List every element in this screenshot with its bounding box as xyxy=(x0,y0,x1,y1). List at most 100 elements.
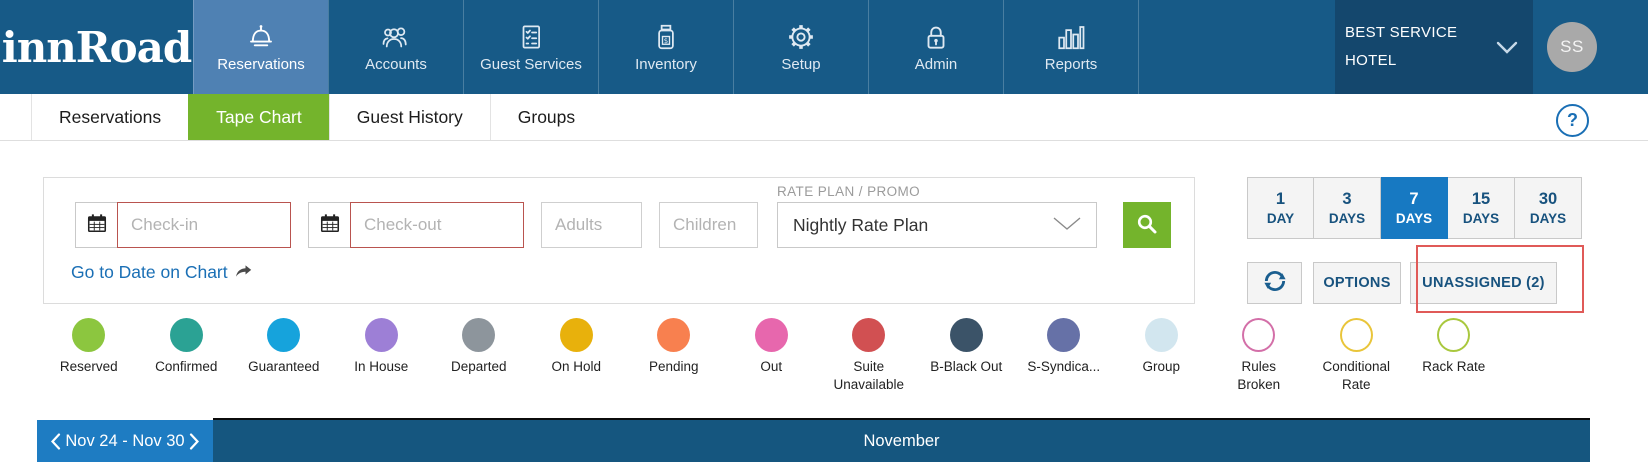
prev-week-icon[interactable] xyxy=(50,432,61,450)
chevron-down-icon xyxy=(1496,41,1518,54)
nav-tab-guest-services[interactable]: Guest Services xyxy=(463,0,598,94)
chevron-down-icon xyxy=(1053,215,1081,236)
black-out-dot xyxy=(949,318,983,352)
nav-tab-label: Setup xyxy=(781,55,821,73)
day-range-group: 1 DAY 3 DAYS 7 DAYS 15 DAYS 30 DAYS xyxy=(1247,177,1582,239)
calendar-icon xyxy=(86,212,108,239)
status-legend: Reserved Confirmed Guaranteed In House D… xyxy=(40,318,1503,393)
calendar-icon xyxy=(319,212,341,239)
nav-tab-label: Guest Services xyxy=(480,55,582,73)
nav-tab-admin[interactable]: Admin xyxy=(868,0,1003,94)
reserved-dot xyxy=(72,318,106,352)
nav-tab-setup[interactable]: Setup xyxy=(733,0,868,94)
legend-item: Pending xyxy=(625,318,723,393)
range-button-3-days[interactable]: 3 DAYS xyxy=(1314,177,1381,239)
month-header-bar: November xyxy=(213,418,1590,462)
people-icon xyxy=(381,22,411,52)
lock-icon xyxy=(921,22,951,52)
goto-arrow-icon xyxy=(235,262,252,283)
checkin-input[interactable] xyxy=(117,202,291,248)
rate-plan-select[interactable]: Nightly Rate Plan xyxy=(777,202,1097,248)
nav-tab-label: Accounts xyxy=(365,55,427,73)
bar-chart-icon xyxy=(1056,22,1086,52)
legend-item: S-Syndica... xyxy=(1015,318,1113,393)
nav-tab-label: Reports xyxy=(1044,55,1098,73)
bell-icon xyxy=(246,22,276,52)
legend-item: Departed xyxy=(430,318,528,393)
legend-item: Suite Unavailable xyxy=(820,318,918,393)
children-input[interactable] xyxy=(659,202,758,248)
range-button-15-days[interactable]: 15 DAYS xyxy=(1448,177,1515,239)
group-dot xyxy=(1144,318,1178,352)
nav-tab-label: Reservations xyxy=(217,55,305,73)
user-avatar[interactable]: SS xyxy=(1547,22,1597,72)
nav-tab-inventory[interactable]: $ Inventory xyxy=(598,0,733,94)
on-hold-dot xyxy=(559,318,593,352)
checkin-calendar-button[interactable] xyxy=(75,202,118,248)
legend-item: Confirmed xyxy=(138,318,236,393)
syndicated-dot xyxy=(1047,318,1081,352)
property-selector[interactable]: BEST SERVICE HOTEL xyxy=(1335,0,1533,94)
legend-item: Rack Rate xyxy=(1405,318,1503,393)
subnav-item-tape-chart[interactable]: Tape Chart xyxy=(188,94,329,140)
search-button[interactable] xyxy=(1123,202,1171,248)
rate-plan-label: RATE PLAN / PROMO xyxy=(777,184,921,199)
pending-dot xyxy=(657,318,691,352)
range-button-7-days[interactable]: 7 DAYS xyxy=(1381,177,1448,239)
search-panel: RATE PLAN / PROMO Nightly Rate Plan Go t… xyxy=(43,177,1195,304)
gear-icon xyxy=(786,22,816,52)
options-button[interactable]: OPTIONS xyxy=(1313,262,1401,304)
checkout-input[interactable] xyxy=(350,202,524,248)
rules-broken-dot xyxy=(1242,318,1276,352)
legend-item: Conditional Rate xyxy=(1308,318,1406,393)
help-icon[interactable]: ? xyxy=(1556,104,1589,137)
tip-jar-icon: $ xyxy=(651,22,681,52)
property-name: BEST SERVICE HOTEL xyxy=(1345,24,1458,69)
unassigned-button[interactable]: UNASSIGNED (2) xyxy=(1410,262,1557,304)
week-range-navigator: Nov 24 - Nov 30 xyxy=(37,420,213,462)
confirmed-dot xyxy=(169,318,203,352)
checklist-icon xyxy=(516,22,546,52)
nav-tab-reports[interactable]: Reports xyxy=(1003,0,1138,94)
week-range-label: Nov 24 - Nov 30 xyxy=(65,431,185,450)
range-button-30-days[interactable]: 30 DAYS xyxy=(1515,177,1582,239)
out-dot xyxy=(754,318,788,352)
rack-rate-dot xyxy=(1437,318,1471,352)
go-to-date-link[interactable]: Go to Date on Chart xyxy=(71,262,252,283)
adults-input[interactable] xyxy=(541,202,642,248)
month-label: November xyxy=(863,431,940,450)
nav-tab-reservations[interactable]: Reservations xyxy=(193,0,328,94)
nav-tab-label: Inventory xyxy=(635,55,697,73)
refresh-button[interactable] xyxy=(1247,262,1302,304)
sub-nav-bar: Reservations Tape Chart Guest History Gr… xyxy=(0,94,1648,141)
top-nav-tabs: Reservations Accounts xyxy=(193,0,1139,94)
rate-plan-value: Nightly Rate Plan xyxy=(793,214,929,235)
legend-item: Guaranteed xyxy=(235,318,333,393)
subnav-item-groups[interactable]: Groups xyxy=(489,94,603,140)
next-week-icon[interactable] xyxy=(189,432,200,450)
suite-unavailable-dot xyxy=(852,318,886,352)
search-icon xyxy=(1135,212,1159,239)
departed-dot xyxy=(462,318,496,352)
legend-item: In House xyxy=(333,318,431,393)
legend-item: Rules Broken xyxy=(1210,318,1308,393)
guaranteed-dot xyxy=(267,318,301,352)
refresh-icon xyxy=(1262,268,1288,298)
innroad-logo: innRoad xyxy=(1,22,193,72)
legend-item: Group xyxy=(1113,318,1211,393)
subnav-item-guest-history[interactable]: Guest History xyxy=(328,94,490,140)
subnav-item-reservations[interactable]: Reservations xyxy=(31,94,188,140)
svg-text:$: $ xyxy=(664,36,668,44)
conditional-rate-dot xyxy=(1339,318,1373,352)
top-nav-bar: innRoad Reservations xyxy=(0,0,1648,94)
legend-item: B-Black Out xyxy=(918,318,1016,393)
in-house-dot xyxy=(364,318,398,352)
legend-item: Out xyxy=(723,318,821,393)
legend-item: On Hold xyxy=(528,318,626,393)
range-button-1-day[interactable]: 1 DAY xyxy=(1247,177,1314,239)
nav-tab-label: Admin xyxy=(914,55,958,73)
legend-item: Reserved xyxy=(40,318,138,393)
nav-tab-accounts[interactable]: Accounts xyxy=(328,0,463,94)
checkout-calendar-button[interactable] xyxy=(308,202,351,248)
